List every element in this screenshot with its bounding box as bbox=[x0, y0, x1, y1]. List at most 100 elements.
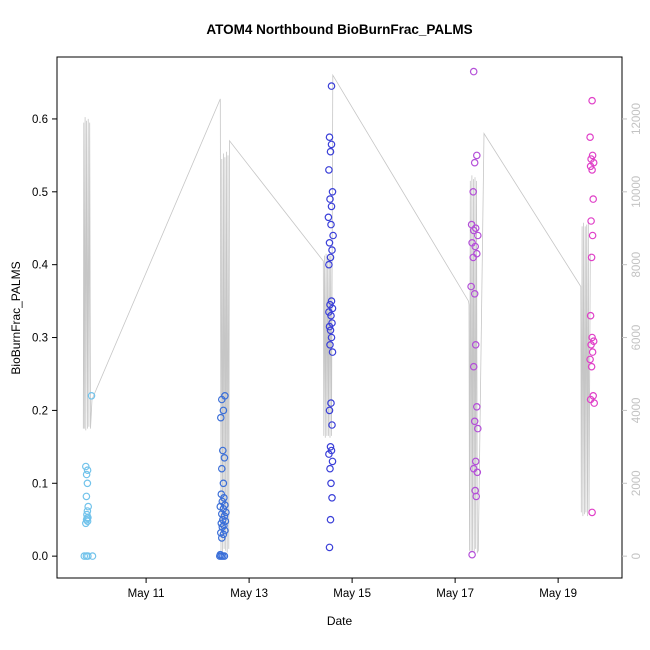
y-tick-label: 0.3 bbox=[32, 333, 48, 345]
data-point-flight-may14 bbox=[326, 195, 334, 203]
data-point-flight-may19 bbox=[587, 253, 596, 262]
data-point-flight-may14 bbox=[326, 442, 335, 451]
data-point-flight-may10 bbox=[88, 552, 97, 560]
data-point-flight-may14 bbox=[328, 421, 336, 429]
data-point-flight-may14 bbox=[327, 311, 335, 320]
data-point-flight-may17 bbox=[468, 550, 476, 559]
data-point-flight-may12 bbox=[218, 523, 227, 531]
y2-tick-label: 4000 bbox=[631, 398, 643, 424]
data-point-flight-may12 bbox=[217, 413, 225, 422]
data-point-flight-may12 bbox=[219, 406, 228, 415]
x-tick-label: May 15 bbox=[333, 588, 371, 600]
data-point-flight-may14 bbox=[327, 220, 335, 229]
data-point-flight-may19 bbox=[588, 166, 596, 174]
y-tick-label: 0.1 bbox=[32, 478, 48, 490]
data-point-flight-may17 bbox=[469, 67, 478, 76]
y-tick-label: 0.0 bbox=[32, 551, 48, 563]
data-point-flight-may19 bbox=[587, 362, 596, 371]
data-point-flight-may14 bbox=[325, 166, 333, 174]
data-point-flight-may14 bbox=[328, 493, 336, 502]
data-point-flight-may14 bbox=[327, 479, 335, 488]
data-point-flight-may14 bbox=[327, 297, 336, 305]
data-point-flight-may12 bbox=[219, 446, 227, 455]
data-point-flight-may17 bbox=[471, 457, 480, 466]
data-point-flight-may17 bbox=[470, 289, 479, 298]
data-point-flight-may10 bbox=[80, 552, 89, 560]
data-point-flight-may19 bbox=[586, 162, 595, 171]
data-point-flight-may19 bbox=[587, 340, 595, 349]
data-point-flight-may10 bbox=[83, 514, 91, 523]
y-tick-label: 0.2 bbox=[32, 405, 48, 417]
data-point-flight-may12 bbox=[220, 552, 229, 560]
data-point-flight-may17 bbox=[472, 402, 481, 411]
x-tick-label: May 19 bbox=[539, 588, 577, 600]
data-point-flight-may19 bbox=[590, 399, 599, 407]
data-point-flight-may17 bbox=[471, 242, 480, 251]
data-point-flight-may14 bbox=[325, 406, 334, 415]
data-point-flight-may14 bbox=[327, 140, 336, 149]
data-point-flight-may14 bbox=[325, 543, 334, 552]
data-point-flight-may14 bbox=[326, 515, 335, 524]
data-point-flight-may17 bbox=[472, 151, 481, 160]
data-point-flight-may17 bbox=[470, 158, 479, 167]
data-point-flight-may17 bbox=[473, 231, 482, 240]
data-point-flight-may14 bbox=[325, 322, 334, 331]
data-point-flight-may14 bbox=[327, 202, 336, 211]
data-point-flight-may19 bbox=[588, 348, 597, 356]
data-point-flight-may19 bbox=[588, 508, 596, 517]
data-point-flight-may19 bbox=[588, 96, 596, 105]
x-tick-label: May 11 bbox=[128, 588, 165, 600]
data-point-flight-may19 bbox=[588, 151, 597, 160]
data-point-flight-may17 bbox=[469, 188, 478, 196]
data-point-flight-may12 bbox=[220, 453, 229, 462]
data-point-flight-may10 bbox=[83, 466, 92, 475]
data-point-flight-may12 bbox=[218, 510, 226, 518]
y-tick-label: 0.4 bbox=[32, 260, 49, 272]
y2-tick-label: 8000 bbox=[631, 252, 643, 278]
altitude-trace-line bbox=[82, 73, 591, 555]
data-point-flight-may14 bbox=[327, 82, 336, 90]
data-point-flight-may19 bbox=[586, 311, 595, 320]
data-point-flight-may14 bbox=[326, 340, 334, 349]
data-point-flight-may12 bbox=[218, 497, 227, 506]
y2-tick-label: 0 bbox=[631, 553, 643, 559]
data-point-flight-may14 bbox=[328, 188, 337, 196]
data-point-flight-may14 bbox=[325, 239, 334, 247]
y-tick-label: 0.5 bbox=[32, 187, 48, 199]
x-axis-label: Date bbox=[326, 614, 353, 628]
data-point-flight-may19 bbox=[586, 133, 594, 142]
data-point-flight-may19 bbox=[589, 195, 598, 203]
data-point-flight-may14 bbox=[325, 308, 333, 316]
data-point-flight-may17 bbox=[473, 424, 482, 433]
data-point-flight-may10 bbox=[83, 507, 92, 515]
data-point-flight-may12 bbox=[217, 519, 226, 528]
data-point-flight-may14 bbox=[326, 326, 335, 335]
data-point-flight-may10 bbox=[84, 502, 93, 511]
data-point-flight-may12 bbox=[217, 490, 226, 499]
data-point-flight-may19 bbox=[586, 355, 594, 364]
y2-tick-label: 6000 bbox=[631, 325, 643, 351]
data-point-flight-may12 bbox=[219, 479, 228, 488]
plot-box bbox=[56, 56, 623, 579]
data-point-flight-may19 bbox=[587, 217, 595, 225]
data-point-flight-may17 bbox=[469, 226, 478, 235]
data-point-flight-may14 bbox=[328, 246, 336, 254]
data-point-flight-may10 bbox=[82, 470, 91, 479]
data-point-flight-may17 bbox=[471, 340, 480, 349]
data-point-flight-may14 bbox=[324, 213, 333, 222]
data-point-flight-may19 bbox=[588, 231, 597, 240]
y-tick-label: 0.6 bbox=[32, 114, 48, 126]
data-point-flight-may14 bbox=[327, 333, 336, 342]
data-point-flight-may17 bbox=[472, 492, 481, 501]
data-point-flight-may14 bbox=[328, 457, 337, 466]
data-point-flight-may10 bbox=[82, 462, 90, 471]
x-tick-label: May 13 bbox=[230, 588, 268, 600]
data-point-flight-may14 bbox=[326, 147, 335, 156]
data-point-flight-may12 bbox=[218, 534, 226, 542]
data-point-flight-may17 bbox=[473, 468, 482, 477]
data-point-flight-may17 bbox=[469, 253, 478, 262]
data-point-flight-may19 bbox=[588, 333, 596, 342]
x-tick-label: May 17 bbox=[436, 588, 474, 600]
